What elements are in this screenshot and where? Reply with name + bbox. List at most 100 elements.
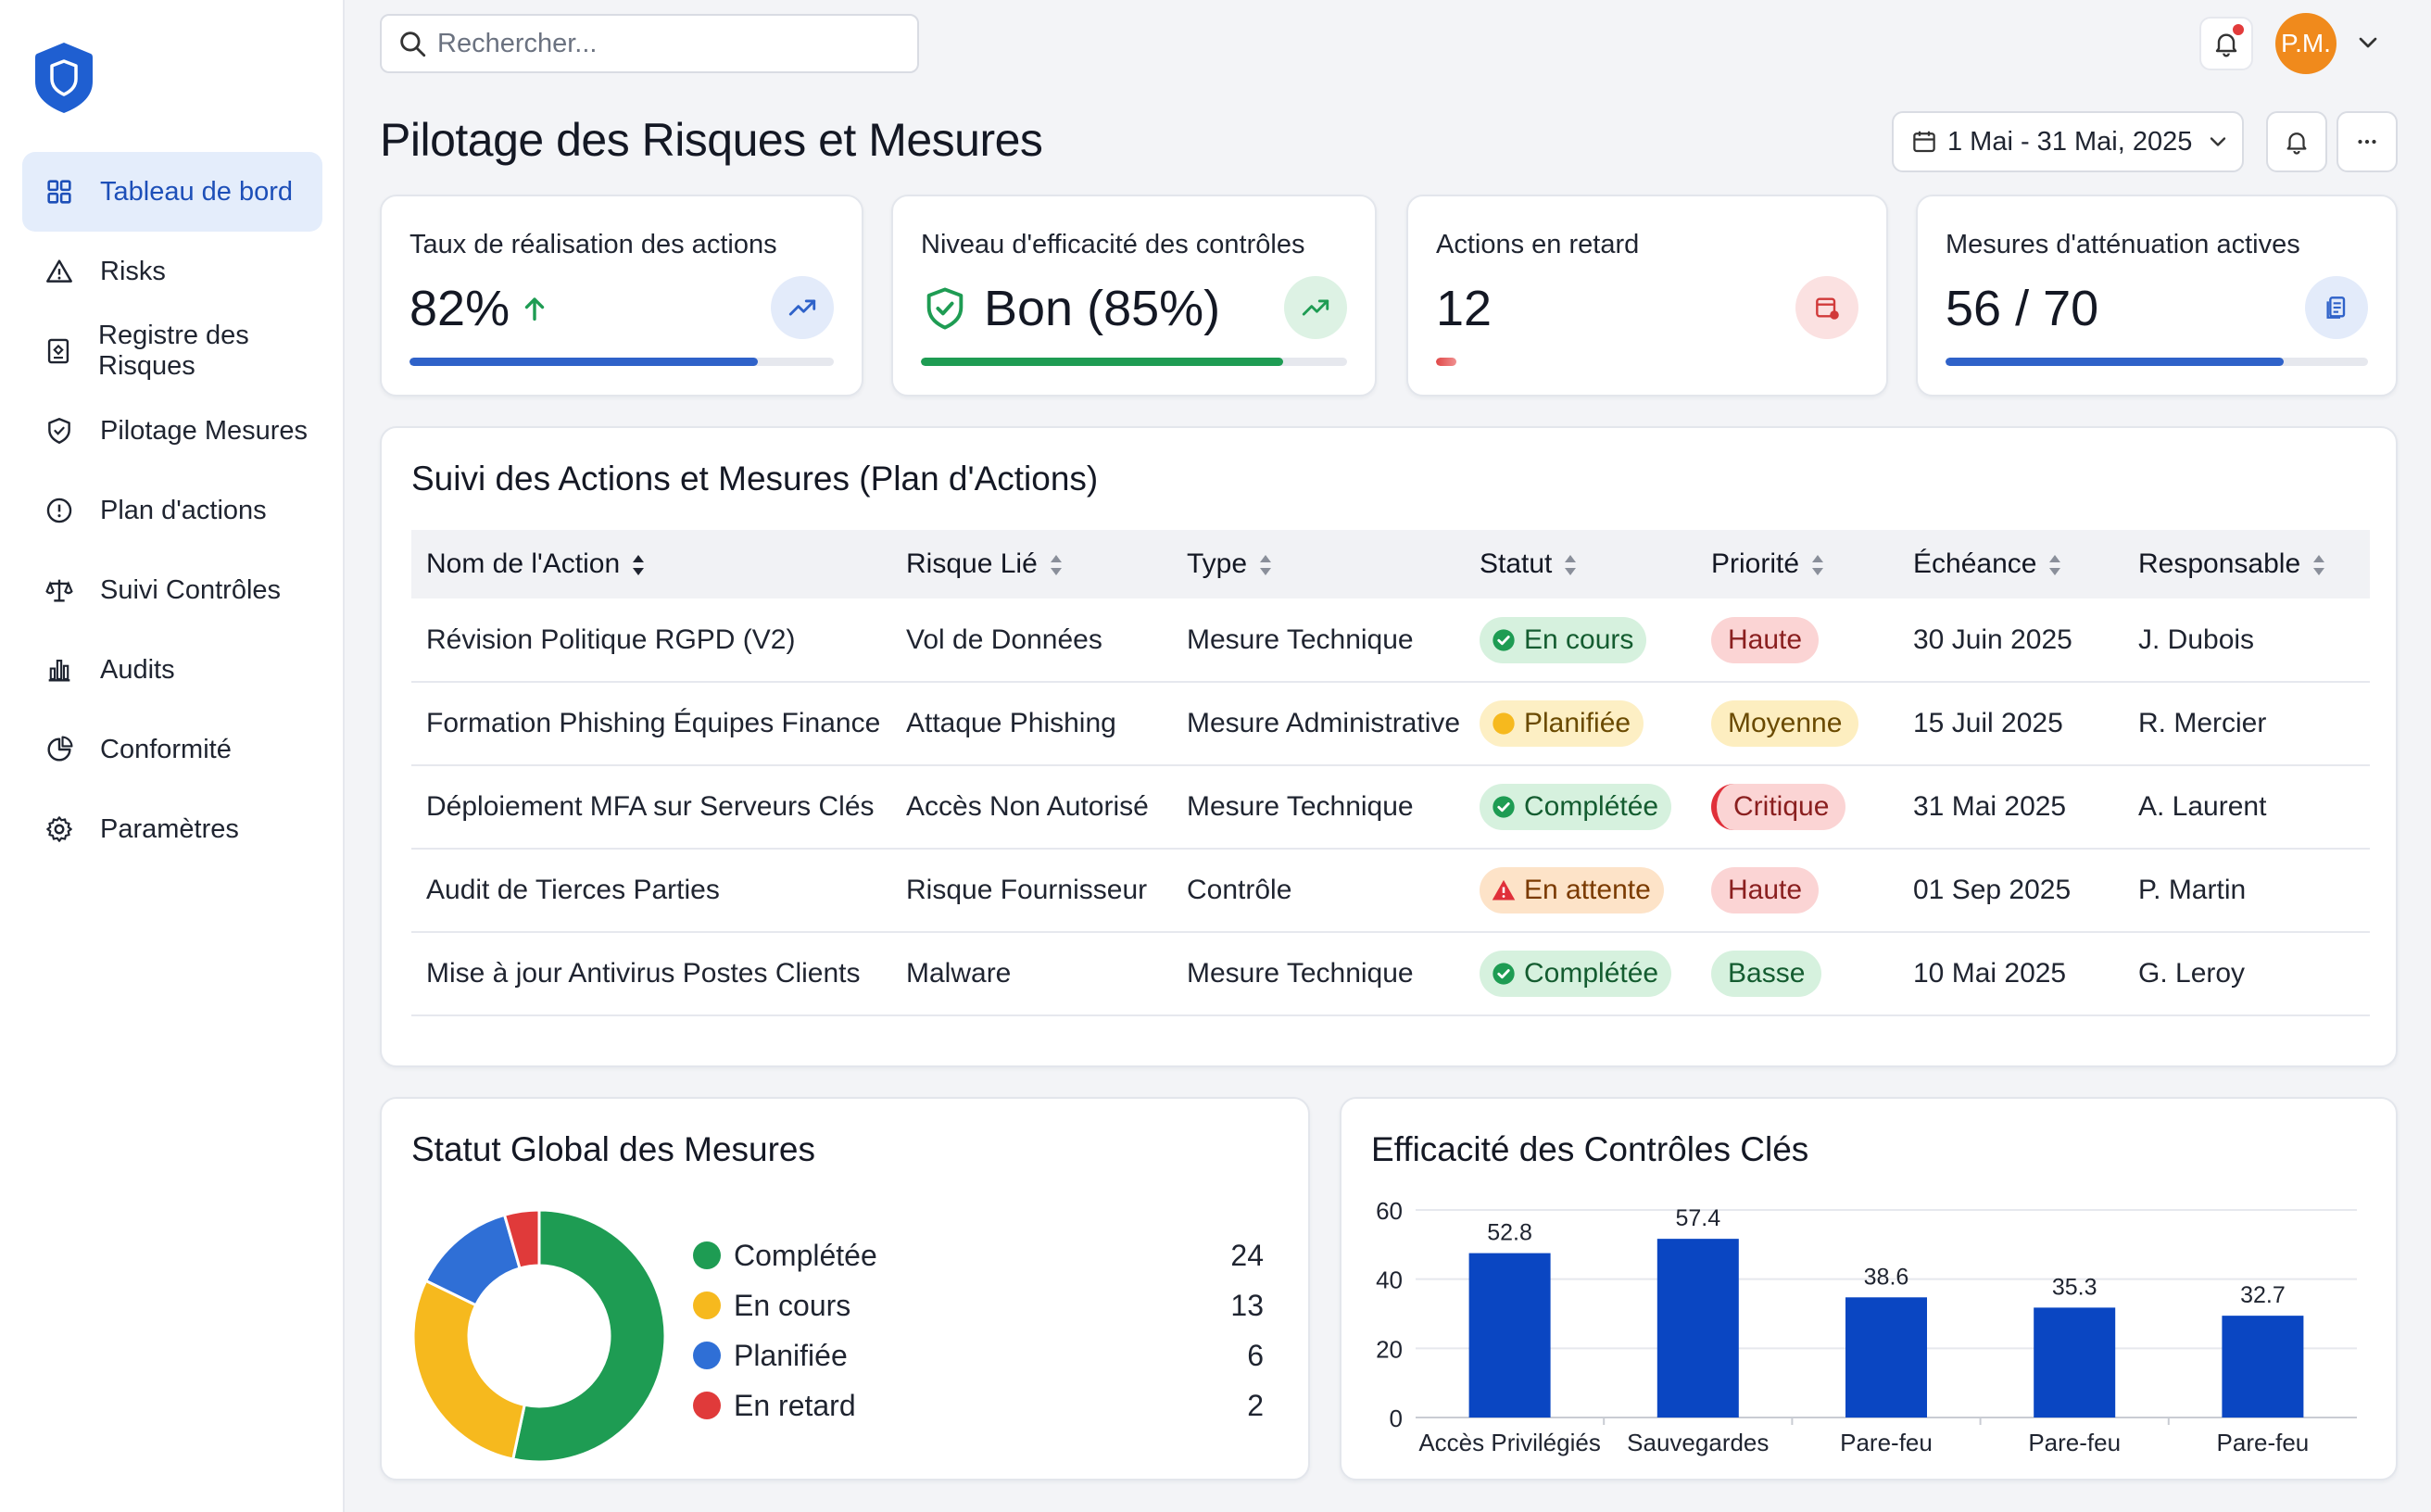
priority-cell: Haute bbox=[1696, 598, 1898, 683]
table-row[interactable]: Révision Politique RGPD (V2) Vol de Donné… bbox=[411, 598, 2370, 683]
status-cell: En attente bbox=[1465, 849, 1696, 933]
sidebar-item-label: Suivi Contrôles bbox=[100, 574, 282, 605]
column-header[interactable]: Risque Lié bbox=[891, 530, 1172, 598]
sidebar-item-pie[interactable]: Conformité bbox=[22, 710, 322, 789]
action-name-cell: Déploiement MFA sur Serveurs Clés bbox=[411, 765, 891, 850]
bar[interactable] bbox=[1656, 1239, 1739, 1418]
kpi-value: Bon (85%) bbox=[921, 280, 1220, 337]
bar[interactable] bbox=[2222, 1316, 2304, 1418]
linked-risk-cell: Vol de Données bbox=[891, 598, 1172, 683]
linked-risk-cell: Risque Fournisseur bbox=[891, 849, 1172, 933]
due-date-cell: 15 Juil 2025 bbox=[1898, 682, 2123, 766]
legend-item: Planifiée 6 bbox=[693, 1330, 1286, 1380]
sidebar-item-scales[interactable]: Suivi Contrôles bbox=[22, 550, 322, 630]
kpi-progress-bar bbox=[1946, 358, 2368, 366]
bar[interactable] bbox=[1468, 1253, 1551, 1418]
table-row[interactable]: Formation Phishing Équipes Finance Attaqu… bbox=[411, 682, 2370, 766]
column-header-label: Risque Lié bbox=[906, 548, 1038, 579]
column-header[interactable]: Responsable bbox=[2123, 530, 2370, 598]
owner-cell: P. Martin bbox=[2123, 849, 2370, 933]
donut-slice[interactable] bbox=[411, 1279, 526, 1461]
status-label: Planifiée bbox=[1524, 708, 1631, 738]
type-cell: Mesure Administrative bbox=[1172, 682, 1465, 766]
column-header[interactable]: Statut bbox=[1465, 530, 1696, 598]
notification-dot bbox=[2231, 22, 2246, 37]
legend-value: 13 bbox=[1230, 1288, 1264, 1322]
column-header-label: Statut bbox=[1480, 548, 1553, 579]
owner-cell: G. Leroy bbox=[2123, 932, 2370, 1016]
bar-value-label: 38.6 bbox=[1864, 1264, 1909, 1290]
table-row[interactable]: Mise à jour Antivirus Postes Clients Malw… bbox=[411, 932, 2370, 1016]
shield-logo-icon[interactable] bbox=[31, 41, 96, 115]
key-controls-efficiency-card: Efficacité des Contrôles Clés 0 20 40 60 52.… bbox=[1340, 1097, 2398, 1480]
action-name-cell: Audit de Tierces Parties bbox=[411, 849, 891, 933]
donut-slice[interactable] bbox=[510, 1208, 667, 1464]
sidebar-item-alert-circle[interactable]: Plan d'actions bbox=[22, 471, 322, 550]
sidebar-item-grid[interactable]: Tableau de bord bbox=[22, 152, 322, 232]
priority-cell: Basse bbox=[1696, 932, 1898, 1016]
kpi-progress-bar bbox=[921, 358, 1347, 366]
status-label: Complétée bbox=[1524, 958, 1659, 989]
table-row[interactable]: Déploiement MFA sur Serveurs Clés Accès N… bbox=[411, 765, 2370, 850]
avatar[interactable]: P.M. bbox=[2275, 13, 2337, 74]
column-header[interactable]: Type bbox=[1172, 530, 1465, 598]
status-badge: En attente bbox=[1480, 867, 1664, 914]
search-bar[interactable] bbox=[380, 14, 919, 73]
sidebar-item-shield[interactable]: Pilotage Mesures bbox=[22, 391, 322, 471]
due-date-cell: 31 Mai 2025 bbox=[1898, 765, 2123, 850]
bar-value-label: 32.7 bbox=[2240, 1282, 2286, 1308]
gear-icon bbox=[43, 813, 76, 846]
sidebar: Tableau de bord Risks Registre des Risques… bbox=[0, 0, 345, 1512]
status-cell: Planifiée bbox=[1465, 682, 1696, 766]
priority-label: Moyenne bbox=[1728, 708, 1843, 738]
check-circle-icon bbox=[1493, 628, 1515, 651]
bar[interactable] bbox=[1845, 1297, 1927, 1418]
sidebar-item-gear[interactable]: Paramètres bbox=[22, 789, 322, 869]
sidebar-item-register[interactable]: Registre des Risques bbox=[22, 311, 322, 391]
priority-label: Haute bbox=[1728, 624, 1803, 655]
date-range-picker[interactable]: 1 Mai - 31 Mai, 2025 bbox=[1892, 111, 2244, 172]
column-header[interactable]: Nom de l'Action bbox=[411, 530, 891, 598]
column-header[interactable]: Priorité bbox=[1696, 530, 1898, 598]
sidebar-item-bar-chart[interactable]: Audits bbox=[22, 630, 322, 710]
kpi-value-text: 56 / 70 bbox=[1946, 281, 2099, 336]
donut-slice[interactable] bbox=[502, 1208, 541, 1270]
notifications-button[interactable] bbox=[2199, 17, 2253, 70]
kpi-progress-bar bbox=[409, 358, 834, 366]
legend-label: En retard bbox=[734, 1388, 856, 1422]
search-icon bbox=[400, 32, 426, 57]
bell-icon bbox=[2215, 33, 2237, 57]
table-row[interactable]: Audit de Tierces Parties Risque Fournisse… bbox=[411, 849, 2370, 933]
kpi-value: 82% bbox=[409, 280, 550, 337]
status-badge: Planifiée bbox=[1480, 700, 1644, 747]
column-header[interactable]: Échéance bbox=[1898, 530, 2123, 598]
sort-icon bbox=[1260, 555, 1272, 576]
search-input[interactable] bbox=[437, 28, 882, 59]
legend-swatch bbox=[693, 1241, 721, 1269]
warning-icon bbox=[43, 255, 76, 288]
status-label: En cours bbox=[1524, 624, 1634, 655]
sort-icon bbox=[2049, 555, 2061, 576]
sidebar-item-label: Pilotage Mesures bbox=[100, 415, 309, 446]
bar-chart-icon bbox=[43, 653, 76, 687]
type-cell: Mesure Technique bbox=[1172, 932, 1465, 1016]
shield-check-icon bbox=[926, 287, 964, 330]
owner-cell: J. Dubois bbox=[2123, 598, 2370, 683]
actions-table-card: Suivi des Actions et Mesures (Plan d'Act… bbox=[380, 426, 2398, 1067]
chevron-down-icon[interactable] bbox=[2353, 28, 2383, 57]
y-tick-label: 60 bbox=[1376, 1197, 1403, 1225]
legend-value: 24 bbox=[1230, 1238, 1264, 1272]
linked-risk-cell: Accès Non Autorisé bbox=[891, 765, 1172, 850]
more-horizontal-icon bbox=[2358, 139, 2376, 145]
calendar-alert-icon bbox=[1795, 276, 1858, 339]
sidebar-item-warning[interactable]: Risks bbox=[22, 232, 322, 311]
x-tick-label: Sauvegardes bbox=[1627, 1429, 1769, 1456]
owner-cell: A. Laurent bbox=[2123, 765, 2370, 850]
kpi-card-late-actions: Actions en retard 12 bbox=[1406, 195, 1888, 397]
more-options-button[interactable] bbox=[2337, 111, 2398, 172]
status-label: En attente bbox=[1524, 875, 1651, 905]
priority-cell: Haute bbox=[1696, 849, 1898, 933]
column-header-label: Type bbox=[1187, 548, 1248, 579]
alerts-button[interactable] bbox=[2266, 111, 2327, 172]
bar[interactable] bbox=[2034, 1307, 2116, 1418]
